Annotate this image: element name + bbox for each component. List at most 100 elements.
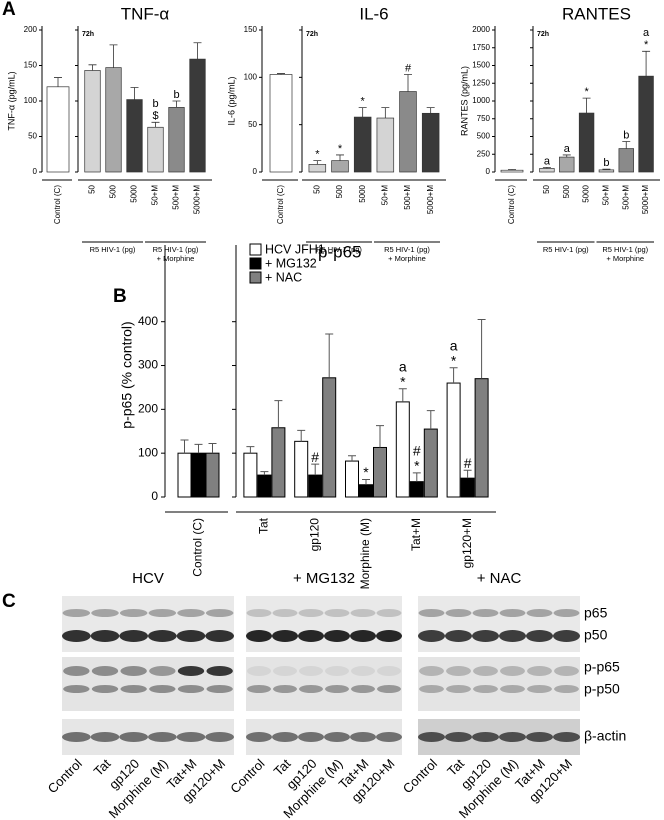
significance-marker: a [564,143,571,155]
time-label: 72h [537,31,549,38]
blot-band [176,732,206,742]
significance-marker: # [405,62,412,74]
significance-marker: # [464,455,472,471]
error-bar [542,166,551,169]
error-bar [193,42,202,60]
blot-band [499,732,526,742]
x-tick-label: 50 [88,184,97,193]
bar [409,481,424,498]
blot-band [351,685,375,693]
blot-band [148,630,177,642]
blot-band [91,685,119,693]
blot-band [91,666,119,676]
error-bar [88,64,97,71]
y-tick-label: 100 [24,96,38,105]
bar [559,156,575,173]
bar [359,484,373,498]
band-label: p-p50 [584,681,620,697]
y-tick-label: 150 [24,61,38,70]
group-label: + Morphine [157,254,195,263]
y-tick-label: 400 [138,314,158,328]
x-tick-label: 5000 [358,184,367,202]
error-bar [260,471,269,476]
significance-marker: b [173,89,179,101]
blot-band [62,630,91,642]
x-tick-label: 500+M [172,185,181,210]
y-tick-label: 0 [33,167,38,176]
blot-strip [418,657,580,711]
x-tick-label: 500 [109,184,118,198]
blot-band [176,630,206,642]
blot-band [445,732,472,742]
x-tick-label: 50+M [380,185,389,206]
x-tick-label: 500 [562,184,571,198]
blot-band [177,685,205,693]
chart-title: RANTES [562,4,631,23]
legend-label: HCV JFH1 [265,242,325,256]
bar [446,382,461,498]
bar [147,126,164,173]
bar [177,452,192,498]
y-tick-label: 0 [253,167,258,176]
blot-band [246,732,272,742]
y-tick-label: 2000 [472,25,490,34]
blot-band [298,630,324,642]
blot-band [272,630,298,642]
blot-band [298,732,324,742]
error-bar [602,168,611,170]
blot-band [149,685,176,693]
error-bar [277,73,285,75]
bar [191,452,206,498]
group-label: R5 HIV-1 (pg) [384,245,430,254]
blot-band [119,609,148,617]
x-tick-label: 5000+M [193,185,202,214]
error-bar [642,50,651,77]
y-axis-label: RANTES (pg/mL) [459,66,469,136]
x-tick-label: 500+M [403,185,412,210]
blot-strip [246,657,402,711]
blot-band [299,666,323,676]
bar [500,169,524,173]
significance-marker: * [451,352,457,368]
error-bar [477,319,486,379]
blot-band [119,732,148,742]
blot-band [205,732,235,742]
bar [269,74,293,173]
blot-band [419,685,444,693]
y-tick-label: 300 [138,358,158,372]
y-tick-label: 1000 [472,96,490,105]
blot-band [120,685,147,693]
significance-marker: * [363,464,369,480]
blot-band [376,732,402,742]
x-tick-label: 5000 [582,184,591,202]
bar [421,112,440,173]
blot-band [206,666,233,676]
blot-band [376,630,402,642]
blot-band [527,666,552,676]
blot-band [554,685,579,693]
error-bar [172,100,181,108]
significance-marker: a [399,358,407,374]
blot-band [526,630,553,642]
significance-marker: * [361,96,366,108]
blot-band [247,685,271,693]
blot-band [500,666,525,676]
blot-band [418,732,445,742]
blot-band [272,732,298,742]
bar [308,474,323,498]
error-bar [297,429,306,442]
blot-band [553,630,580,642]
blot-band [325,685,349,693]
blot-band [418,609,445,617]
blot-band [472,630,499,642]
error-bar [274,400,283,428]
error-bar [622,141,631,149]
error-bar [358,107,367,118]
x-tick-label: 5000+M [641,185,650,214]
bar [46,86,70,173]
blot-band [350,609,376,617]
x-tick-label: Morphine (M) [358,518,372,589]
y-tick-label: 200 [24,25,38,34]
panel-label: B [113,286,127,307]
bar [353,116,372,173]
